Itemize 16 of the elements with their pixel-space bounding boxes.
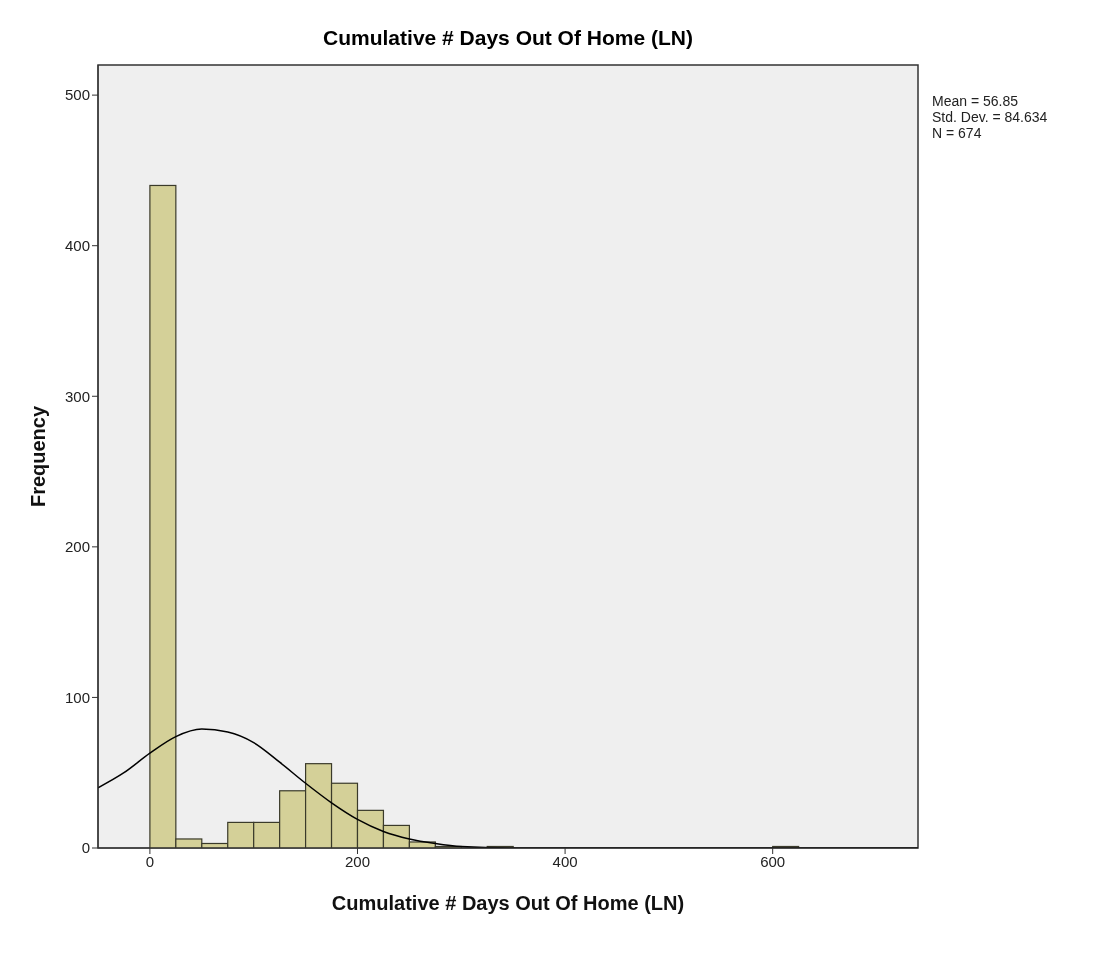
x-axis-title: Cumulative # Days Out Of Home (LN) — [331, 892, 685, 914]
x-tick-label: 200 — [344, 852, 371, 870]
text: Std. Dev. = 84.634 — [932, 109, 1048, 125]
text: Mean = 56.85 — [932, 93, 1019, 109]
y-tick-label: 400 — [64, 237, 90, 255]
x-tick-label: 400 — [552, 852, 578, 870]
text: N = 674 — [932, 125, 983, 141]
x-tick-label: 600 — [760, 852, 786, 870]
x-tick-label: 0 — [145, 852, 155, 870]
y-axis-title: Frequency — [27, 405, 50, 508]
chart-title: Cumulative # Days Out Of Home (LN) — [322, 26, 694, 50]
y-tick-label: 0 — [81, 839, 90, 857]
y-tick-label: 200 — [64, 538, 90, 556]
y-tick-label: 500 — [64, 86, 90, 104]
y-tick-label: 300 — [64, 387, 90, 405]
y-tick-label: 100 — [64, 688, 90, 706]
